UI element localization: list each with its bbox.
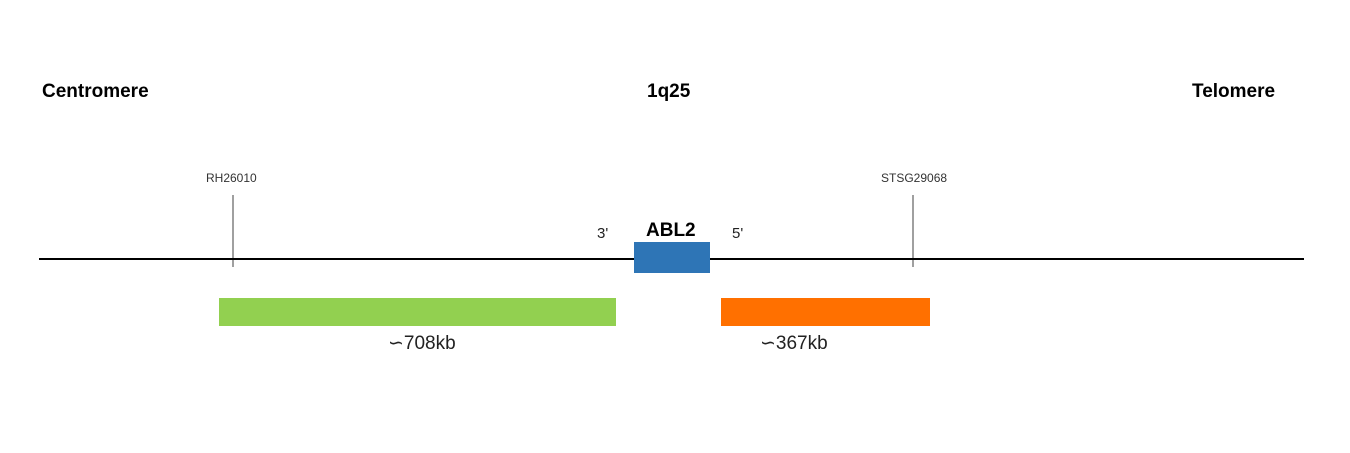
five-prime-label: 5' xyxy=(732,225,744,242)
marker-label-left: RH26010 xyxy=(206,171,257,185)
marker-label-right: STSG29068 xyxy=(881,171,948,185)
marker-tick-right xyxy=(912,195,914,267)
marker-tick-left xyxy=(232,195,234,267)
band-label: 1q25 xyxy=(647,81,691,102)
gene-name: ABL2 xyxy=(646,220,696,241)
centromere-label: Centromere xyxy=(42,81,149,102)
three-prime-label: 3' xyxy=(597,225,609,242)
region-bar-left xyxy=(219,298,616,326)
region-size-left: ∽708kb xyxy=(388,333,456,354)
region-bar-right xyxy=(721,298,930,326)
telomere-label: Telomere xyxy=(1192,81,1276,102)
region-size-right: ∽367kb xyxy=(760,333,828,354)
gene-block xyxy=(634,242,710,273)
